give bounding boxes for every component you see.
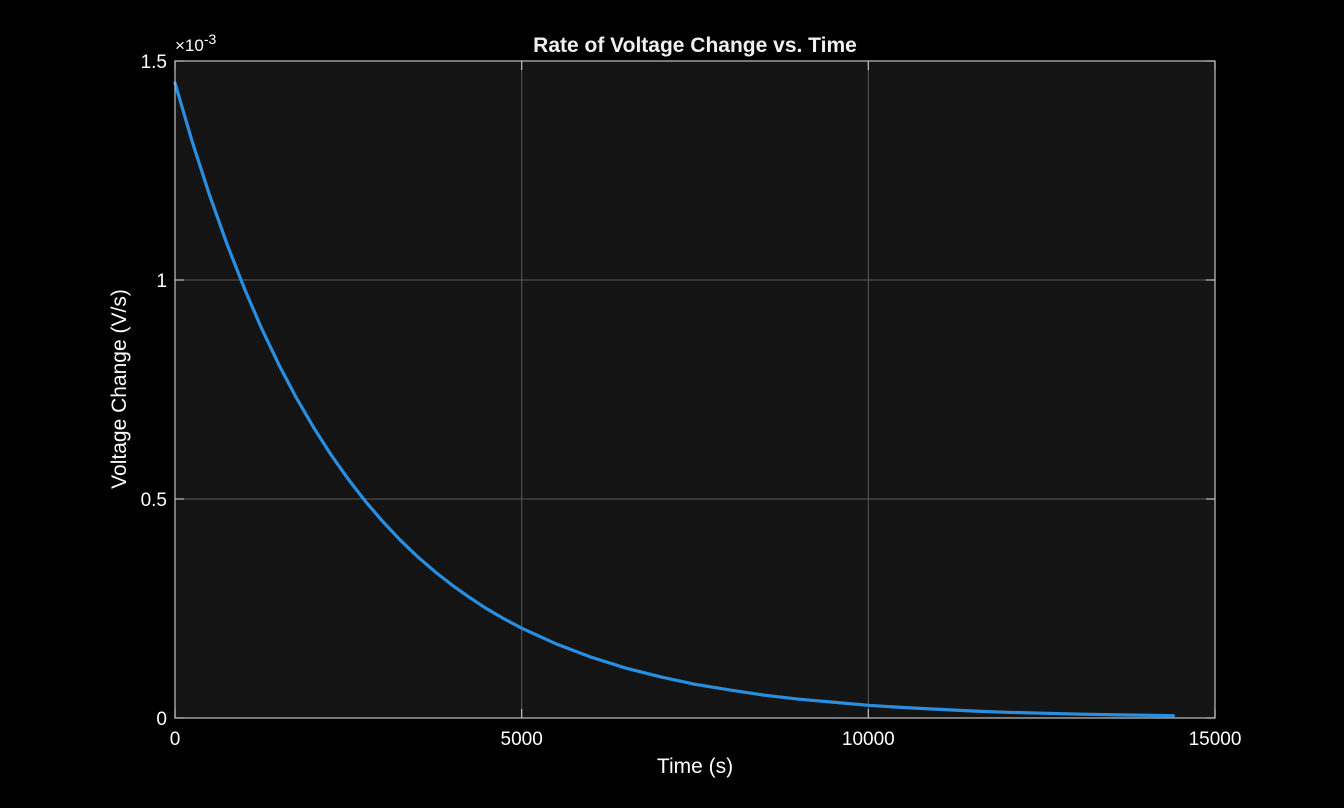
- y-axis-label: Voltage Change (V/s): [108, 289, 131, 489]
- y-tick-label: 0: [156, 709, 167, 730]
- plot-area: [175, 61, 1215, 718]
- grid-lines: [175, 61, 1215, 718]
- y-scale-factor-exponent: -3: [204, 31, 217, 47]
- y-tick-label: 1: [156, 271, 167, 292]
- plot-frame: [174, 60, 1216, 719]
- x-tick-label: 0: [170, 729, 181, 750]
- y-tick-label: 0.5: [141, 490, 167, 511]
- tick-marks: [174, 60, 1216, 719]
- y-tick-label: 1.5: [141, 52, 167, 73]
- x-tick-labels: 0 5000 10000 15000: [170, 729, 1242, 750]
- x-tick-label: 5000: [501, 729, 543, 750]
- series-line: [173, 81, 1175, 718]
- y-scale-factor-base: ×10: [175, 36, 204, 55]
- x-axis-label: Time (s): [657, 755, 733, 778]
- y-tick-labels: 0 0.5 1 1.5: [141, 52, 167, 730]
- x-tick-label: 15000: [1189, 729, 1242, 750]
- chart-title: Rate of Voltage Change vs. Time: [533, 34, 857, 57]
- x-tick-label: 10000: [842, 729, 895, 750]
- y-scale-factor: ×10-3: [175, 31, 217, 55]
